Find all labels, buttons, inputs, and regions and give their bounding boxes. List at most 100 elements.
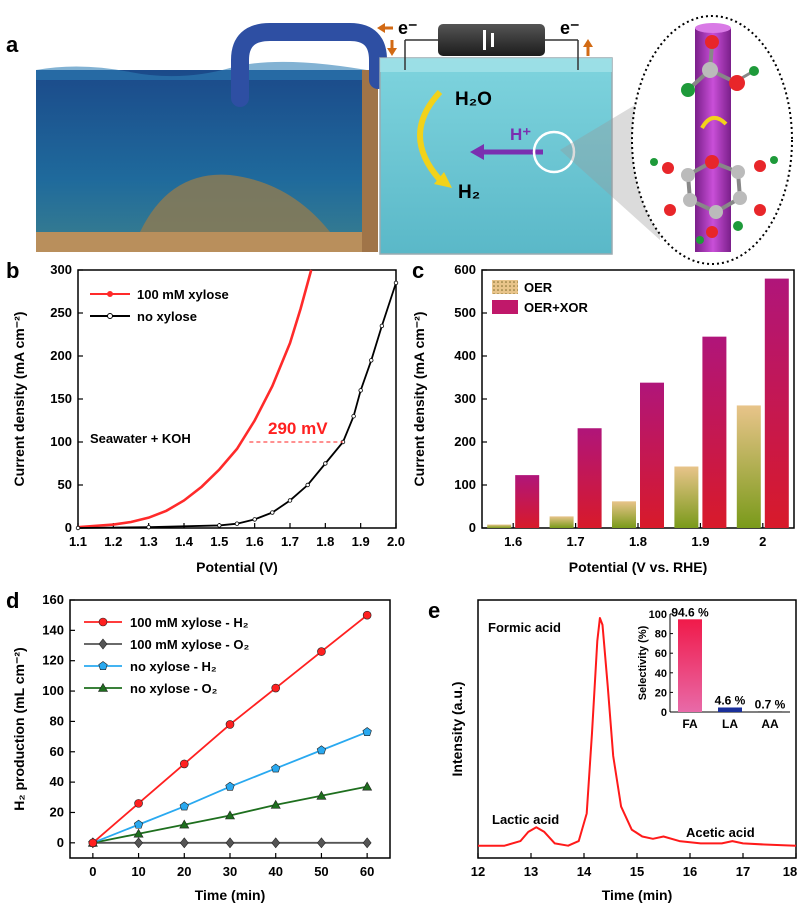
y-tick-label: 600 (454, 262, 476, 277)
x-tick-label: 15 (630, 864, 644, 879)
x-tick-label: 1.5 (210, 534, 228, 549)
inset-value-label: 4.6 % (715, 693, 746, 707)
legend-label: 100 mM xylose - O₂ (130, 637, 249, 652)
data-point (225, 781, 235, 791)
y-tick-label: 160 (42, 592, 64, 607)
y-axis-title-b: Current density (mA cm⁻²) (11, 312, 27, 487)
electron-label-right: e⁻ (560, 18, 580, 38)
x-tick-label: 60 (360, 864, 374, 879)
battery-terminal-icon (491, 33, 494, 47)
y-tick-label: 100 (42, 683, 64, 698)
legend-label: OER (524, 280, 553, 295)
y-tick-label: 0 (57, 835, 64, 850)
x-axis-title-d: Time (min) (195, 887, 266, 903)
x-tick-label: 20 (177, 864, 191, 879)
legend-label: OER+XOR (524, 300, 589, 315)
x-tick-label: 2.0 (387, 534, 405, 549)
y-tick-label: 150 (50, 391, 72, 406)
sea-surface (36, 61, 378, 80)
inset-y-tick-label: 60 (655, 648, 667, 660)
x-tick-label: 16 (683, 864, 697, 879)
data-point (358, 388, 363, 393)
x-tick-label: 13 (524, 864, 538, 879)
data-point (133, 828, 144, 838)
inset-y-tick-label: 20 (655, 687, 667, 699)
electron-arrowhead-left-icon (377, 23, 385, 33)
legend-label: 100 mM xylose (137, 287, 229, 302)
x-tick-label: 1.6 (504, 534, 522, 549)
connecting-pipe (231, 23, 387, 107)
formate-molecule (681, 35, 759, 97)
inset-y-tick-label: 100 (649, 609, 667, 621)
x-tick-label: 40 (268, 864, 282, 879)
panel-letter-c: c (412, 258, 424, 283)
y-tick-label: 300 (50, 262, 72, 277)
y-tick-label: 80 (50, 713, 64, 728)
inset-y-tick-label: 80 (655, 629, 667, 641)
bar-oer-xor (640, 382, 664, 528)
data-point (271, 683, 281, 693)
y-axis-title-c: Current density (mA cm⁻²) (411, 312, 427, 487)
x-tick-label: 1.7 (281, 534, 299, 549)
data-point (323, 461, 328, 466)
data-point (75, 525, 81, 531)
legend-label: no xylose - H₂ (130, 659, 217, 674)
data-point (234, 521, 240, 526)
proton-label: H⁺ (510, 125, 531, 144)
y-tick-label: 300 (454, 391, 476, 406)
x-axis-title-e: Time (min) (602, 887, 673, 903)
data-point (133, 819, 144, 829)
data-point (287, 498, 293, 503)
delta-potential-label: 290 mV (268, 419, 328, 438)
x-tick-label: 17 (736, 864, 750, 879)
data-point (179, 837, 189, 849)
data-point (224, 810, 236, 820)
data-point (252, 517, 257, 522)
inset-x-tick-label: AA (761, 717, 779, 731)
y-tick-label: 140 (42, 622, 64, 637)
bar-oer (674, 466, 699, 528)
catalyst-rod (695, 28, 731, 252)
data-point (179, 819, 190, 829)
plot-frame-b (77, 269, 397, 529)
data-point (316, 745, 327, 755)
legend-swatch (492, 300, 518, 314)
data-point (98, 617, 108, 627)
chromatogram-line (478, 617, 797, 847)
data-point (362, 837, 372, 849)
y-tick-label: 0 (469, 520, 476, 535)
data-point (270, 799, 281, 809)
y-tick-label: 50 (58, 477, 72, 492)
electron-up-arrowhead-icon (583, 39, 593, 47)
x-axis-title-b: Potential (V) (196, 559, 278, 575)
data-point (225, 720, 235, 729)
water-label: H₂O (455, 89, 492, 110)
y-tick-label: 20 (50, 804, 64, 819)
bar-oer (612, 501, 636, 528)
inset-y-tick-label: 0 (661, 707, 667, 719)
hydrogen-label: H₂ (458, 182, 480, 203)
data-point (134, 837, 143, 849)
data-point (225, 837, 235, 849)
sand-floor (36, 232, 378, 252)
inset-x-tick-label: LA (722, 717, 738, 731)
panel-a-schematic: a e⁻ e⁻ H₂O H₂ H⁺ (6, 15, 793, 265)
bar-oer-xor (702, 336, 727, 528)
data-point (270, 510, 275, 515)
x-tick-label: 50 (314, 864, 328, 879)
x-tick-label: 1.8 (316, 534, 334, 549)
x-tick-label: 0 (89, 864, 96, 879)
bar-oer (549, 516, 574, 528)
y-tick-label: 500 (454, 305, 476, 320)
panel-letter-a: a (6, 32, 19, 57)
panel-letter-e: e (428, 598, 440, 623)
y-tick-label: 60 (50, 744, 64, 759)
seabed-rocks (140, 174, 330, 232)
zoom-circle (532, 130, 576, 174)
x-tick-label: 1.2 (104, 534, 122, 549)
data-point (271, 837, 281, 849)
panel-d-production-chart: d 0 10 20 30 40 50 60 0 20 40 60 80 100 120 140 160 Tim… (6, 588, 391, 903)
y-tick-label: 400 (454, 348, 476, 363)
data-point (369, 358, 374, 363)
